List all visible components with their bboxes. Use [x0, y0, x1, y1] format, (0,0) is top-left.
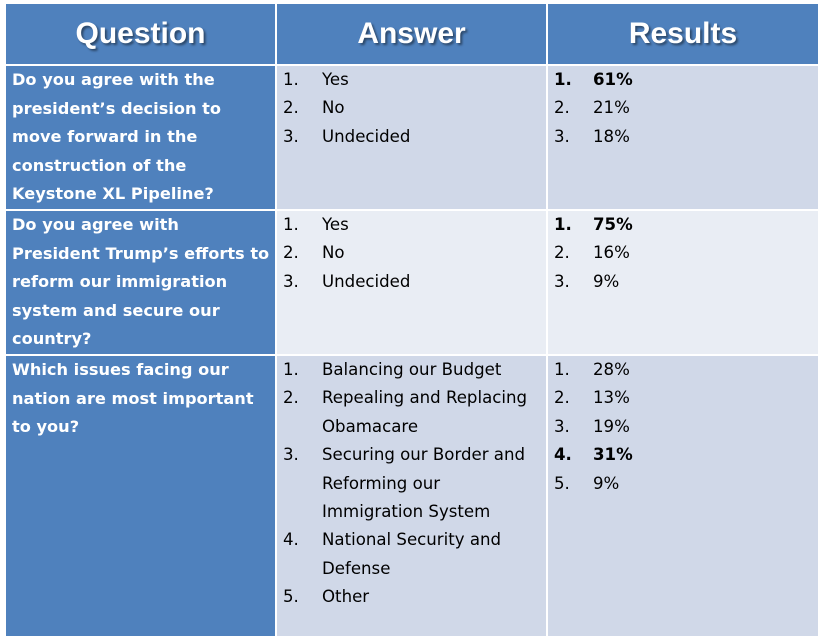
answer-text: Repealing and Replacing Obamacare — [322, 388, 528, 436]
answer-item: 4. National Security and Defense — [283, 526, 542, 583]
result-number: 2. — [554, 98, 570, 118]
result-percent: 28% — [593, 359, 630, 379]
table-row: Do you agree with the president’s decisi… — [4, 64, 820, 211]
answer-item: 2. Repealing and Replacing Obamacare — [283, 384, 542, 441]
question-cell: Which issues facing our nation are most … — [4, 353, 277, 638]
result-percent: 13% — [593, 388, 630, 408]
answer-number: 2. — [283, 388, 299, 408]
result-percent: 61% — [593, 70, 633, 89]
results-cell: 1. 28% 2. 13% 3. 19% 4. 31% 5. 9% — [546, 353, 820, 638]
result-percent: 21% — [593, 98, 630, 118]
question-cell: Do you agree with the president’s decisi… — [4, 64, 277, 211]
answer-text: Yes — [322, 214, 349, 234]
answer-item: 5. Other — [283, 583, 542, 611]
answer-cell: 1. Yes 2. No 3. Undecided — [275, 64, 548, 211]
answer-text: National Security and Defense — [322, 530, 502, 578]
answer-item: 2. No — [283, 239, 542, 267]
answer-text: Securing our Border and Reforming our Im… — [322, 445, 526, 521]
result-item: 2. 21% — [554, 94, 814, 122]
result-percent: 31% — [593, 445, 633, 465]
answer-item: 3. Securing our Border and Reforming our … — [283, 441, 542, 526]
answer-number: 2. — [283, 98, 299, 118]
answer-number: 1. — [283, 214, 299, 234]
result-item: 1. 75% — [554, 211, 814, 239]
result-number: 5. — [554, 473, 570, 493]
answer-cell: 1. Balancing our Budget 2. Repealing and R… — [275, 353, 548, 638]
answer-text: No — [322, 98, 345, 118]
answer-number: 5. — [283, 587, 299, 607]
survey-results-table: Question Answer Results Do you agree wit… — [4, 2, 820, 638]
result-percent: 9% — [593, 473, 620, 493]
answer-text: No — [322, 243, 345, 263]
answer-item: 1. Yes — [283, 211, 542, 239]
answer-item: 1. Yes — [283, 66, 542, 94]
question-text: Do you agree with President Trump’s effo… — [12, 214, 270, 349]
results-cell: 1. 75% 2. 16% 3. 9% — [546, 208, 820, 356]
results-column-header: Results — [546, 2, 820, 66]
answer-number: 3. — [283, 126, 299, 146]
question-text: Which issues facing our nation are most … — [12, 359, 254, 437]
answer-text: Balancing our Budget — [322, 359, 502, 379]
result-number: 3. — [554, 126, 570, 146]
result-number: 2. — [554, 388, 570, 408]
answer-cell: 1. Yes 2. No 3. Undecided — [275, 208, 548, 356]
result-number: 1. — [554, 70, 572, 89]
result-percent: 19% — [593, 416, 630, 436]
result-item: 5. 9% — [554, 470, 814, 498]
answer-item: 2. No — [283, 94, 542, 122]
result-item: 3. 9% — [554, 268, 814, 296]
question-text: Do you agree with the president’s decisi… — [12, 70, 222, 204]
result-number: 1. — [554, 214, 572, 234]
header-row: Question Answer Results — [4, 2, 820, 66]
answer-number: 1. — [283, 70, 299, 89]
answer-item: 1. Balancing our Budget — [283, 356, 542, 384]
result-item: 1. 61% — [554, 66, 814, 94]
result-item: 1. 28% — [554, 356, 814, 384]
result-percent: 16% — [593, 243, 630, 263]
result-item: 4. 31% — [554, 441, 814, 469]
answer-number: 4. — [283, 530, 299, 550]
table-row: Do you agree with President Trump’s effo… — [4, 208, 820, 356]
question-column-header: Question — [4, 2, 277, 66]
result-percent: 9% — [593, 271, 620, 291]
result-number: 1. — [554, 359, 570, 379]
answer-text: Undecided — [322, 271, 411, 291]
answer-text: Yes — [322, 70, 349, 89]
result-number: 3. — [554, 416, 570, 436]
answer-text: Other — [322, 587, 370, 607]
result-number: 3. — [554, 271, 570, 291]
result-number: 4. — [554, 445, 572, 465]
answer-text: Undecided — [322, 126, 411, 146]
answer-number: 2. — [283, 243, 299, 263]
result-percent: 75% — [593, 214, 633, 234]
results-cell: 1. 61% 2. 21% 3. 18% — [546, 64, 820, 211]
result-item: 3. 19% — [554, 413, 814, 441]
result-item: 2. 16% — [554, 239, 814, 267]
answer-number: 3. — [283, 445, 299, 465]
answer-number: 3. — [283, 271, 299, 291]
answer-item: 3. Undecided — [283, 123, 542, 151]
answer-item: 3. Undecided — [283, 268, 542, 296]
result-percent: 18% — [593, 126, 630, 146]
answer-number: 1. — [283, 359, 299, 379]
result-item: 3. 18% — [554, 123, 814, 151]
question-cell: Do you agree with President Trump’s effo… — [4, 208, 277, 356]
result-number: 2. — [554, 243, 570, 263]
answer-column-header: Answer — [275, 2, 548, 66]
table-row: Which issues facing our nation are most … — [4, 353, 820, 638]
result-item: 2. 13% — [554, 384, 814, 412]
